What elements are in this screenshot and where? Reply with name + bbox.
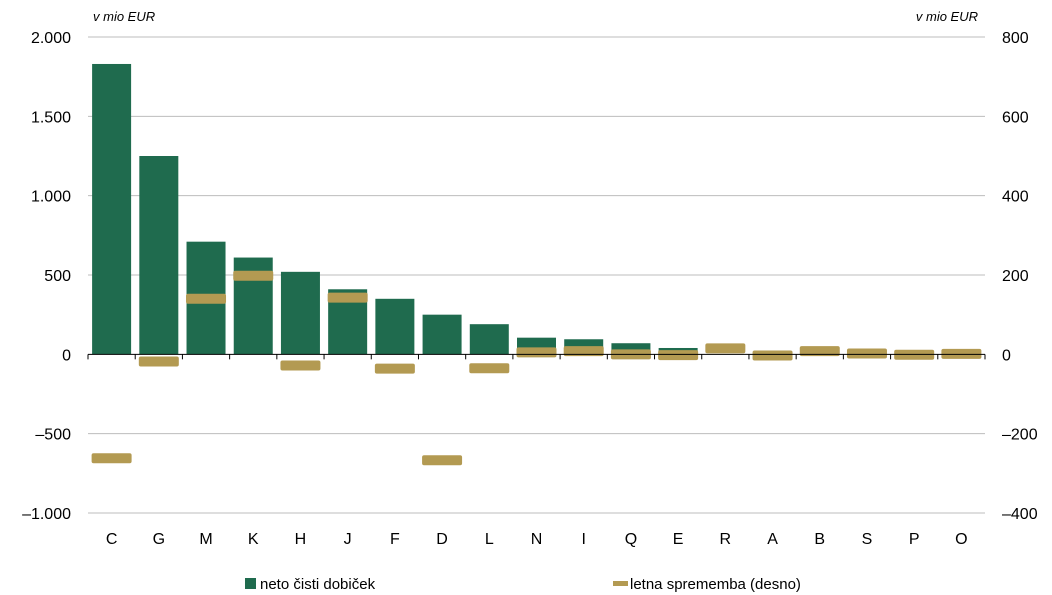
legend-label-markers: letna sprememba (desno) [630,576,801,593]
legend: neto čisti dobiček letna sprememba (desn… [245,576,801,593]
bar-series [92,63,698,355]
marker-R [705,343,746,354]
bar-G [139,156,179,355]
bar-D [422,314,462,355]
marker-G [138,356,179,367]
left-tick-label: 1.500 [31,109,71,126]
marker-N [516,347,557,358]
marker-K [233,270,274,281]
marker-F [374,363,415,374]
x-tick-label: D [436,531,448,548]
bar-L [469,324,509,355]
x-tick-label: N [531,531,543,548]
marker-M [186,293,227,304]
right-axis-unit: v mio EUR [916,9,978,24]
marker-D [422,455,463,466]
marker-L [469,363,510,374]
left-axis-unit: v mio EUR [93,9,155,24]
right-axis-ticks: –400 –200 0 200 400 600 800 [1002,30,1038,523]
bar-Q [611,343,651,355]
x-tick-label: Q [625,531,637,548]
left-tick-label: 1.000 [31,189,71,206]
bar-C [92,63,132,355]
left-tick-label: 0 [62,347,71,364]
legend-label-bars: neto čisti dobiček [260,576,376,593]
x-tick-label: O [955,531,967,548]
right-tick-label: 600 [1002,109,1029,126]
bar-H [280,271,320,355]
left-axis-ticks: –1.000 –500 0 500 1.000 1.500 2.000 [22,30,71,523]
x-tick-label: P [909,531,920,548]
right-tick-label: –400 [1002,506,1038,523]
x-tick-label: L [485,531,494,548]
x-tick-label: E [673,531,684,548]
marker-B [799,346,840,357]
bar-F [375,298,415,355]
left-tick-label: 500 [44,268,71,285]
x-tick-label: G [153,531,165,548]
legend-swatch-bars [245,578,256,589]
marker-J [327,292,368,303]
legend-swatch-markers [613,581,628,586]
zero-axis [87,353,986,360]
right-tick-label: –200 [1002,427,1038,444]
marker-E [658,350,699,361]
right-tick-label: 400 [1002,189,1029,206]
left-tick-label: –500 [35,427,71,444]
marker-S [846,348,887,359]
x-tick-label: B [814,531,825,548]
x-tick-label: K [248,531,259,548]
right-tick-label: 0 [1002,347,1011,364]
x-tick-label: M [199,531,212,548]
x-tick-label: S [862,531,873,548]
marker-I [563,346,604,357]
x-tick-label: J [344,531,352,548]
x-tick-label: A [767,531,778,548]
marker-series [91,270,982,466]
x-tick-label: R [720,531,732,548]
marker-C [91,453,132,464]
x-tick-label: I [581,531,585,548]
x-tick-label: C [106,531,118,548]
x-tick-label: H [295,531,307,548]
marker-A [752,350,793,361]
right-tick-label: 200 [1002,268,1029,285]
left-tick-label: –1.000 [22,506,71,523]
marker-H [280,360,321,371]
left-tick-label: 2.000 [31,30,71,47]
x-tick-label: F [390,531,400,548]
right-tick-label: 800 [1002,30,1029,47]
